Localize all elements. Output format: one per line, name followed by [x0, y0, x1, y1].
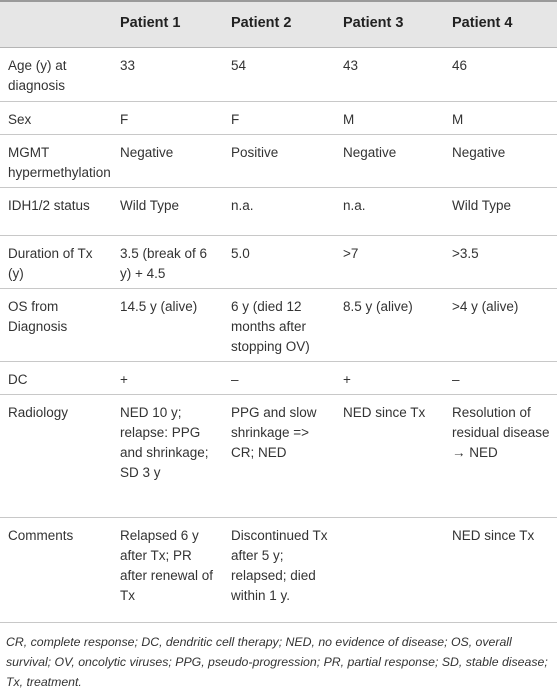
column-header: Patient 2 [223, 1, 335, 48]
cell: >7 [343, 246, 359, 261]
cell: Resolution of residual disease → NED [452, 405, 550, 460]
table-row: Comments Relapsed 6 y after Tx; PR after … [0, 518, 557, 623]
row-label: DC [8, 372, 28, 387]
row-label: OS from Diagnosis [8, 299, 68, 334]
column-header: Patient 1 [112, 1, 223, 48]
cell: >4 y (alive) [452, 299, 519, 314]
cell: 54 [231, 58, 247, 73]
table-row: OS from Diagnosis 14.5 y (alive) 6 y (died… [0, 289, 557, 362]
row-label: IDH1/2 status [8, 198, 90, 213]
cell: NED 10 y; relapse: PPG and shrinkage; SD… [120, 405, 209, 480]
cell: + [120, 372, 128, 387]
row-label: Age (y) at diagnosis [8, 58, 67, 93]
table-row: Duration of Tx (y) 3.5 (break of 6 y) + 4… [0, 236, 557, 289]
column-header: Patient 4 [444, 1, 557, 48]
cell [335, 518, 444, 623]
table-row: IDH1/2 status Wild Type n.a. n.a. Wild Type [0, 188, 557, 236]
cell: 46 [452, 58, 468, 73]
cell: Relapsed 6 y after Tx; PR after renewal … [120, 528, 214, 603]
cell: M [343, 112, 355, 127]
cell: 33 [120, 58, 136, 73]
cell: Discontinued Tx after 5 y; relapsed; die… [231, 528, 328, 603]
cell: Wild Type [452, 198, 512, 213]
table-body: Age (y) at diagnosis 33 54 43 46 Sex F F M M MGMT … [0, 48, 557, 623]
cell: NED since Tx [343, 405, 426, 420]
cell: 5.0 [231, 246, 250, 261]
cell: n.a. [231, 198, 254, 213]
cell: – [231, 372, 239, 387]
cell: 8.5 y (alive) [343, 299, 413, 314]
cell: NED since Tx [452, 528, 535, 543]
cell: Positive [231, 145, 279, 160]
cell: Wild Type [120, 198, 180, 213]
column-header: Patient 3 [335, 1, 444, 48]
header-row: Patient 1 Patient 2 Patient 3 Patient 4 [0, 1, 557, 48]
table-row: MGMT hypermethylation Negative Positive Neg… [0, 135, 557, 188]
cell: F [231, 112, 240, 127]
row-label: Sex [8, 112, 32, 127]
cell: 43 [343, 58, 359, 73]
row-label: MGMT hypermethylation [8, 145, 111, 180]
cell: n.a. [343, 198, 366, 213]
cell: PPG and slow shrinkage => CR; NED [231, 405, 317, 460]
table-row: Age (y) at diagnosis 33 54 43 46 [0, 48, 557, 102]
cell: 6 y (died 12 months after stopping OV) [231, 299, 310, 354]
row-label: Radiology [8, 405, 69, 420]
corner-cell [0, 1, 112, 48]
table-row: DC + – + – [0, 362, 557, 395]
cell: >3.5 [452, 246, 479, 261]
cell: M [452, 112, 464, 127]
cell: – [452, 372, 460, 387]
table: Patient 1 Patient 2 Patient 3 Patient 4 Age… [0, 0, 557, 623]
cell: F [120, 112, 129, 127]
row-label: Duration of Tx (y) [8, 246, 93, 281]
table-row: Radiology NED 10 y; relapse: PPG and shri… [0, 395, 557, 518]
cell: + [343, 372, 351, 387]
cell: 3.5 (break of 6 y) + 4.5 [120, 246, 208, 281]
cell: 14.5 y (alive) [120, 299, 198, 314]
footnote: CR, complete response; DC, dendritic cel… [6, 635, 548, 689]
cell: Negative [343, 145, 397, 160]
table-row: Sex F F M M [0, 102, 557, 135]
cell: Negative [452, 145, 506, 160]
cell: Negative [120, 145, 174, 160]
row-label: Comments [8, 528, 74, 543]
